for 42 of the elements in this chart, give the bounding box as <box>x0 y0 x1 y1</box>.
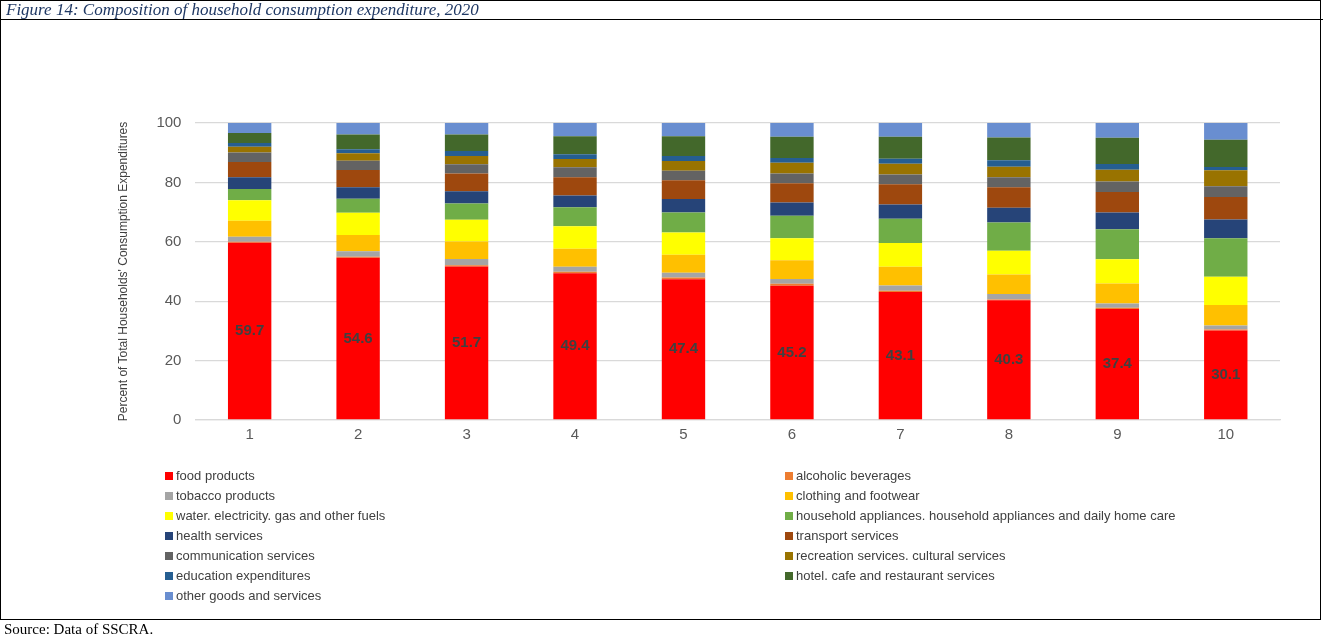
legend-label: alcoholic beverages <box>796 468 911 483</box>
legend-label: communication services <box>176 548 315 563</box>
x-tick-label: 2 <box>353 425 363 443</box>
y-tick-label: 60 <box>164 231 182 249</box>
x-tick-label: 8 <box>1004 425 1014 443</box>
data-label: 30.1 <box>1211 365 1241 383</box>
legend-label: food products <box>176 468 255 483</box>
chart-title: Figure 14: Composition of household consumption expenditure, 2020 <box>0 0 1323 20</box>
legend-label: water. electricity. gas and other fuels <box>176 508 386 523</box>
legend-label: tobacco products <box>176 488 276 503</box>
data-label: 45.2 <box>777 342 807 360</box>
legend-label: household appliances. household appliances and daily home care <box>796 508 1176 523</box>
legend-label: clothing and footwear <box>796 488 920 503</box>
x-tick-label: 6 <box>787 425 797 443</box>
legend-label: education expenditures <box>176 568 311 583</box>
data-label: 51.7 <box>451 333 482 351</box>
x-tick-label: 5 <box>679 425 688 443</box>
data-label: 43.1 <box>885 345 915 363</box>
data-label: 47.4 <box>668 339 699 357</box>
data-label: 40.3 <box>994 349 1024 367</box>
x-tick-label: 4 <box>570 425 580 443</box>
y-tick-label: 40 <box>164 291 182 309</box>
legend-label: other goods and services <box>176 588 322 603</box>
y-tick-label: 0 <box>173 410 182 428</box>
data-label: 37.4 <box>1102 354 1133 372</box>
data-label: 59.7 <box>235 321 265 339</box>
y-tick-label: 80 <box>164 172 182 190</box>
source-note: Source: Data of SSCRA. <box>4 621 154 638</box>
x-tick-label: 7 <box>896 425 905 443</box>
x-tick-label: 9 <box>1113 425 1122 443</box>
data-label: 49.4 <box>560 336 591 354</box>
legend-label: recreation services. cultural services <box>796 548 1006 563</box>
x-tick-label: 3 <box>462 425 471 443</box>
legend-label: hotel. cafe and restaurant services <box>796 568 995 583</box>
data-label: 54.6 <box>343 328 373 346</box>
legend-label: health services <box>176 528 263 543</box>
y-tick-label: 100 <box>156 113 182 131</box>
x-tick-label: 1 <box>245 425 254 443</box>
y-axis-title: Percent of Total Households' Consumption Expenditures <box>115 121 130 422</box>
legend-label: transport services <box>796 528 899 543</box>
y-tick-label: 20 <box>164 350 182 368</box>
x-tick-label: 10 <box>1217 425 1235 443</box>
